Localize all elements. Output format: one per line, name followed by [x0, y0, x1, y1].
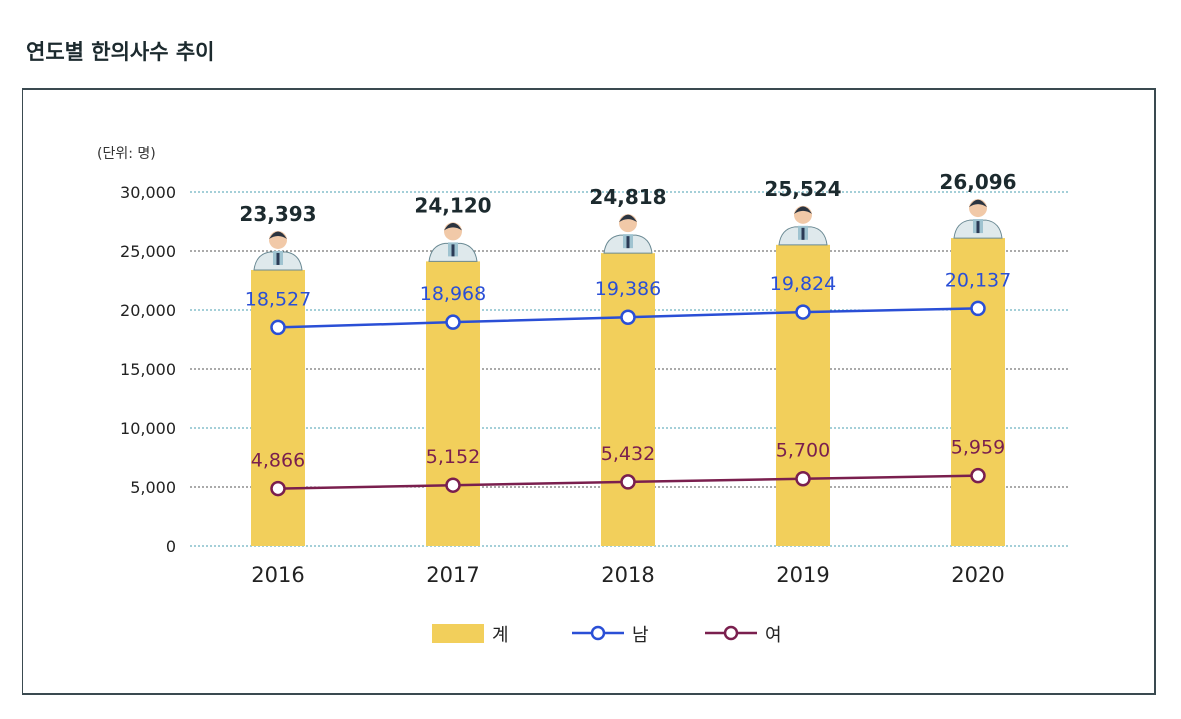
line-point — [620, 309, 636, 325]
doctor-hair-icon — [619, 214, 637, 223]
bar-total — [251, 269, 305, 546]
x-tick-label: 2020 — [951, 563, 1004, 587]
bar-value-label: 26,096 — [939, 170, 1016, 194]
y-tick-label: 25,000 — [120, 242, 176, 261]
line-point — [970, 300, 986, 317]
line-point — [795, 304, 811, 320]
bar-value-label: 23,393 — [239, 202, 316, 226]
line-point — [445, 314, 461, 330]
bar-total — [776, 244, 830, 546]
line-value-label: 5,700 — [776, 440, 830, 462]
line-point — [795, 470, 811, 487]
y-tick-label: 15,000 — [120, 360, 176, 379]
line-value-label: 5,432 — [601, 443, 655, 465]
line-point — [445, 477, 461, 493]
y-tick-label: 20,000 — [120, 301, 176, 320]
line-value-label: 4,866 — [251, 450, 305, 472]
bar-total — [601, 253, 655, 547]
bar-value-label: 24,818 — [589, 185, 666, 209]
legend-label: 여 — [765, 625, 782, 646]
y-tick-label: 5,000 — [130, 478, 176, 497]
y-tick-label: 30,000 — [120, 183, 176, 202]
bar-total — [951, 238, 1005, 546]
page-title: 연도별 한의사수 추이 — [26, 40, 215, 64]
line-value-label: 5,152 — [426, 446, 480, 468]
legend-marker — [723, 625, 739, 641]
y-tick-label: 10,000 — [120, 419, 176, 438]
line-point — [970, 467, 986, 484]
line-value-label: 20,137 — [945, 269, 1011, 291]
line-value-label: 18,527 — [245, 288, 311, 310]
doctor-hair-icon — [444, 222, 462, 231]
doctor-hair-icon — [269, 231, 287, 239]
x-tick-label: 2016 — [251, 563, 304, 587]
legend-label: 계 — [492, 625, 509, 646]
unit-label: (단위: 명) — [97, 146, 156, 162]
doctor-hair-icon — [794, 206, 812, 214]
bar-value-label: 25,524 — [764, 177, 841, 201]
doctor-hair-icon — [969, 199, 987, 208]
x-tick-label: 2019 — [776, 563, 829, 587]
line-value-label: 19,386 — [595, 278, 661, 300]
line-point — [270, 319, 286, 336]
legend-marker — [590, 625, 606, 641]
chart-frame — [22, 88, 1156, 695]
line-value-label: 5,959 — [951, 437, 1005, 459]
line-value-label: 18,968 — [420, 283, 486, 305]
line-point — [620, 474, 636, 490]
bar-value-label: 24,120 — [414, 193, 491, 217]
legend-label: 남 — [632, 625, 649, 646]
x-tick-label: 2017 — [426, 563, 479, 587]
y-tick-label: 0 — [166, 537, 176, 556]
bar-total — [426, 261, 480, 546]
line-value-label: 19,824 — [770, 273, 836, 295]
legend-swatch-total — [432, 624, 484, 643]
line-point — [270, 480, 286, 497]
x-tick-label: 2018 — [601, 563, 654, 587]
